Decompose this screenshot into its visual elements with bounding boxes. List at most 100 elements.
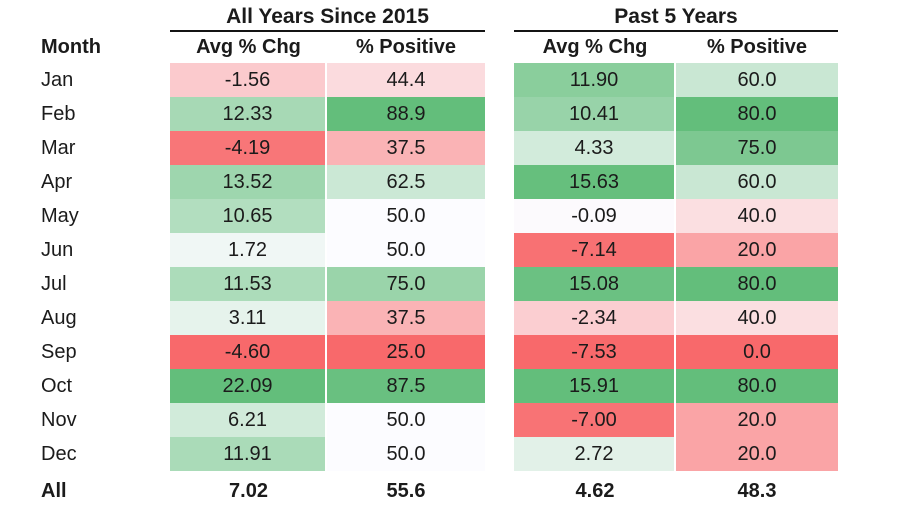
value-cell: 44.4 [327, 63, 485, 97]
group-gap [485, 63, 514, 97]
month-label: Aug [41, 306, 77, 329]
table-row: Jun 1.72 50.0 -7.14 20.0 [35, 233, 900, 267]
col-header-allyears-pct-positive: % Positive [355, 36, 457, 58]
value-cell: 75.0 [676, 131, 838, 165]
value-cell: -0.09 [514, 199, 676, 233]
month-label: Sep [41, 340, 77, 363]
table-body: Jan -1.56 44.4 11.90 60.0 Feb 12.33 88.9 10.41 80… [35, 63, 900, 471]
value-cell: 88.9 [327, 97, 485, 131]
value-cell: 37.5 [327, 131, 485, 165]
value-cell: 15.63 [514, 165, 676, 199]
group-gap [485, 437, 514, 471]
value-cell: 15.91 [514, 369, 676, 403]
month-label: Jan [41, 68, 74, 91]
total-row: All 7.02 55.6 4.62 48.3 [35, 476, 900, 506]
month-label: Feb [41, 102, 76, 125]
value-cell: 40.0 [676, 199, 838, 233]
value-cell: 11.90 [514, 63, 676, 97]
value-cell: 50.0 [327, 233, 485, 267]
value-cell: 62.5 [327, 165, 485, 199]
group-gap [485, 267, 514, 301]
month-column-header: Month [41, 36, 101, 58]
total-row-label: All [41, 479, 67, 502]
group-gap [485, 403, 514, 437]
total-past5-pct-positive: 48.3 [737, 479, 777, 502]
month-label: Jul [41, 272, 67, 295]
group-gap [485, 165, 514, 199]
value-cell: -4.60 [170, 335, 327, 369]
group-gap [485, 233, 514, 267]
group-gap [485, 131, 514, 165]
group-gap [485, 97, 514, 131]
value-cell: 60.0 [676, 165, 838, 199]
value-cell: -2.34 [514, 301, 676, 335]
total-allyears-avg-chg: 7.02 [229, 479, 268, 502]
value-cell: -7.53 [514, 335, 676, 369]
month-label: May [41, 204, 79, 227]
value-cell: 13.52 [170, 165, 327, 199]
value-cell: 20.0 [676, 233, 838, 267]
value-cell: -7.14 [514, 233, 676, 267]
value-cell: 75.0 [327, 267, 485, 301]
table-row: Aug 3.11 37.5 -2.34 40.0 [35, 301, 900, 335]
month-label: Oct [41, 374, 73, 397]
value-cell: 11.91 [170, 437, 327, 471]
value-cell: 2.72 [514, 437, 676, 471]
month-label: Mar [41, 136, 76, 159]
value-cell: 20.0 [676, 403, 838, 437]
value-cell: 22.09 [170, 369, 327, 403]
col-header-past5-pct-positive: % Positive [706, 36, 808, 58]
value-cell: 80.0 [676, 267, 838, 301]
column-header-row: Month Avg % Chg % Positive Avg % Chg % P… [35, 32, 900, 63]
table-row: Jan -1.56 44.4 11.90 60.0 [35, 63, 900, 97]
col-header-allyears-avg-chg: Avg % Chg [196, 36, 301, 58]
value-cell: 50.0 [327, 437, 485, 471]
table-row: Sep -4.60 25.0 -7.53 0.0 [35, 335, 900, 369]
value-cell: 4.33 [514, 131, 676, 165]
value-cell: 50.0 [327, 403, 485, 437]
value-cell: 60.0 [676, 63, 838, 97]
value-cell: -1.56 [170, 63, 327, 97]
value-cell: 1.72 [170, 233, 327, 267]
group-gap [485, 369, 514, 403]
group-gap [485, 199, 514, 233]
table-row: Jul 11.53 75.0 15.08 80.0 [35, 267, 900, 301]
total-past5-avg-chg: 4.62 [575, 479, 615, 502]
col-header-past5-avg-chg: Avg % Chg [542, 36, 648, 58]
group-title-row: All Years Since 2015 Past 5 Years [35, 4, 900, 32]
value-cell: 87.5 [327, 369, 485, 403]
month-label: Jun [41, 238, 74, 261]
month-label: Nov [41, 408, 77, 431]
value-cell: 20.0 [676, 437, 838, 471]
group-gap [485, 301, 514, 335]
table-row: Nov 6.21 50.0 -7.00 20.0 [35, 403, 900, 437]
group-gap [485, 4, 514, 32]
value-cell: 37.5 [327, 301, 485, 335]
value-cell: 80.0 [676, 369, 838, 403]
value-cell: 12.33 [170, 97, 327, 131]
group-title-past-5-years: Past 5 Years [514, 4, 838, 32]
value-cell: 50.0 [327, 199, 485, 233]
table-row: Feb 12.33 88.9 10.41 80.0 [35, 97, 900, 131]
value-cell: 80.0 [676, 97, 838, 131]
value-cell: 0.0 [676, 335, 838, 369]
value-cell: -7.00 [514, 403, 676, 437]
value-cell: 3.11 [170, 301, 327, 335]
table-row: Dec 11.91 50.0 2.72 20.0 [35, 437, 900, 471]
value-cell: 10.65 [170, 199, 327, 233]
table-row: Apr 13.52 62.5 15.63 60.0 [35, 165, 900, 199]
value-cell: 10.41 [514, 97, 676, 131]
group-title-all-years: All Years Since 2015 [170, 4, 485, 32]
value-cell: 15.08 [514, 267, 676, 301]
value-cell: 25.0 [327, 335, 485, 369]
value-cell: 6.21 [170, 403, 327, 437]
value-cell: -4.19 [170, 131, 327, 165]
title-spacer [35, 4, 170, 32]
value-cell: 40.0 [676, 301, 838, 335]
table-row: Mar -4.19 37.5 4.33 75.0 [35, 131, 900, 165]
table-row: Oct 22.09 87.5 15.91 80.0 [35, 369, 900, 403]
table-row: May 10.65 50.0 -0.09 40.0 [35, 199, 900, 233]
total-allyears-pct-positive: 55.6 [386, 479, 426, 502]
group-gap [485, 335, 514, 369]
